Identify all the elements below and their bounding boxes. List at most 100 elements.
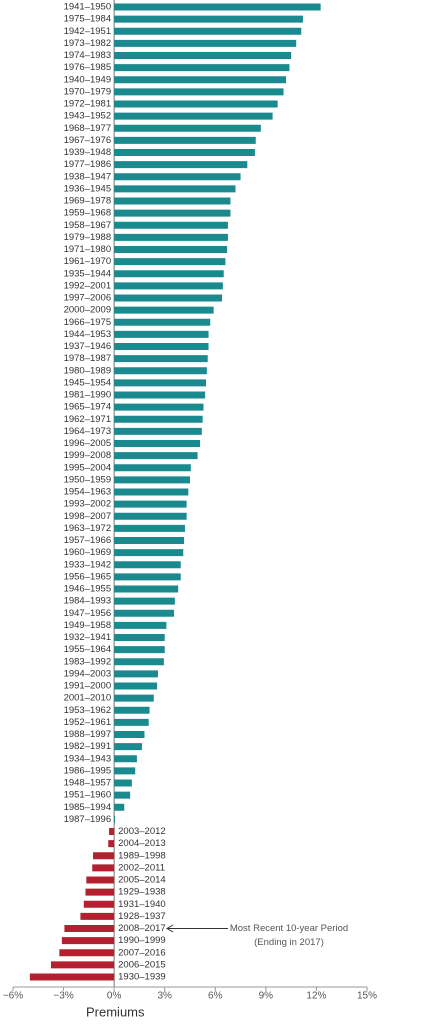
category-label: 2000–2009 bbox=[64, 305, 112, 316]
category-label: 1933–1942 bbox=[64, 559, 112, 570]
category-label: 1976–1985 bbox=[64, 62, 112, 73]
bar bbox=[114, 64, 290, 72]
category-label: 1997–2006 bbox=[64, 293, 112, 304]
category-label: 2007–2016 bbox=[118, 947, 166, 958]
category-label: 2003–2012 bbox=[118, 826, 166, 837]
bar bbox=[114, 306, 214, 314]
category-label: 2005–2014 bbox=[118, 875, 166, 886]
bar bbox=[114, 221, 228, 229]
bar bbox=[114, 136, 256, 144]
bar bbox=[114, 682, 158, 690]
category-label: 1954–1963 bbox=[64, 487, 112, 498]
category-label: 1973–1982 bbox=[64, 38, 112, 49]
category-label: 1994–2003 bbox=[64, 668, 112, 679]
bar bbox=[114, 294, 223, 302]
bar bbox=[114, 537, 185, 544]
x-tick-label: 6% bbox=[208, 991, 223, 1002]
category-label: 1964–1973 bbox=[64, 426, 112, 437]
bar bbox=[114, 440, 201, 447]
category-label: 2008–2017 bbox=[118, 923, 166, 934]
category-label: 1986–1995 bbox=[64, 765, 112, 776]
x-tick-label: 12% bbox=[306, 991, 326, 1002]
category-label: 1989–1998 bbox=[118, 850, 166, 861]
bar bbox=[114, 779, 132, 787]
category-label: 1988–1997 bbox=[64, 729, 112, 740]
bar bbox=[114, 415, 203, 423]
bar bbox=[114, 585, 179, 593]
category-label: 1983–1992 bbox=[64, 656, 112, 667]
bar bbox=[114, 803, 125, 811]
category-label: 1945–1954 bbox=[64, 377, 112, 388]
category-label: 1936–1945 bbox=[64, 183, 112, 194]
bar bbox=[114, 112, 273, 120]
bar bbox=[114, 258, 226, 266]
category-label: 1963–1972 bbox=[64, 523, 112, 534]
x-tick-label: 9% bbox=[259, 991, 274, 1002]
bar bbox=[114, 88, 284, 96]
bar bbox=[50, 961, 115, 969]
bar bbox=[114, 52, 292, 59]
bar bbox=[114, 367, 207, 375]
category-label: 2004–2013 bbox=[118, 838, 166, 849]
category-label: 1992–2001 bbox=[64, 280, 112, 291]
bar bbox=[114, 731, 145, 738]
bar bbox=[114, 270, 224, 278]
annotation-arrowhead bbox=[166, 924, 174, 933]
category-label: 1949–1958 bbox=[64, 620, 112, 631]
x-tick-label: 15% bbox=[357, 991, 377, 1002]
category-label: 1981–1990 bbox=[64, 390, 112, 401]
category-label: 1968–1977 bbox=[64, 123, 112, 134]
bar bbox=[93, 852, 115, 860]
category-label: 2002–2011 bbox=[118, 862, 165, 873]
bar bbox=[114, 452, 198, 460]
bar bbox=[114, 573, 181, 581]
category-label: 1998–2007 bbox=[64, 511, 112, 522]
bar bbox=[114, 100, 278, 108]
category-label: 1969–1978 bbox=[64, 196, 112, 207]
bar bbox=[109, 828, 115, 835]
category-label: 1979–1988 bbox=[64, 232, 112, 243]
category-label: 2006–2015 bbox=[118, 959, 166, 970]
category-label: 1941–1950 bbox=[64, 2, 112, 13]
bar bbox=[80, 912, 115, 920]
category-label: 1975–1984 bbox=[64, 14, 112, 25]
bar bbox=[92, 864, 115, 872]
bar bbox=[114, 233, 228, 241]
category-label: 1947–1956 bbox=[64, 608, 112, 619]
bar bbox=[114, 609, 174, 617]
bar bbox=[114, 403, 204, 411]
bar bbox=[114, 330, 209, 338]
category-label: 1928–1937 bbox=[118, 911, 166, 922]
category-label: 1931–1940 bbox=[118, 899, 166, 910]
category-label: 2001–2010 bbox=[64, 693, 112, 704]
category-label: 1951–1960 bbox=[64, 790, 112, 801]
bar bbox=[114, 597, 175, 605]
bar bbox=[114, 391, 206, 399]
bar bbox=[108, 840, 115, 848]
bar bbox=[114, 427, 202, 435]
category-label: 1965–1974 bbox=[64, 402, 112, 413]
bar bbox=[114, 173, 241, 181]
category-label: 1948–1957 bbox=[64, 778, 112, 789]
category-label: 1967–1976 bbox=[64, 135, 112, 146]
bar bbox=[114, 246, 228, 253]
category-label: 1940–1949 bbox=[64, 74, 112, 85]
bar bbox=[114, 124, 261, 132]
category-label: 1984–1993 bbox=[64, 596, 112, 607]
bar bbox=[114, 658, 164, 666]
category-label: 1995–2004 bbox=[64, 462, 112, 473]
category-label: 1942–1951 bbox=[64, 26, 112, 37]
category-label: 1934–1943 bbox=[64, 753, 112, 764]
bar bbox=[83, 900, 115, 908]
category-label: 1971–1980 bbox=[64, 244, 112, 255]
annotation: Most Recent 10-year Period bbox=[230, 923, 348, 934]
bar bbox=[64, 925, 115, 932]
bar bbox=[114, 488, 189, 496]
x-tick-label: 0% bbox=[107, 991, 122, 1002]
category-label: 1957–1966 bbox=[64, 535, 112, 546]
category-label: 1960–1969 bbox=[64, 547, 112, 558]
bar bbox=[61, 937, 115, 945]
category-label: 1935–1944 bbox=[64, 268, 112, 279]
category-label: 1999–2008 bbox=[64, 450, 112, 461]
